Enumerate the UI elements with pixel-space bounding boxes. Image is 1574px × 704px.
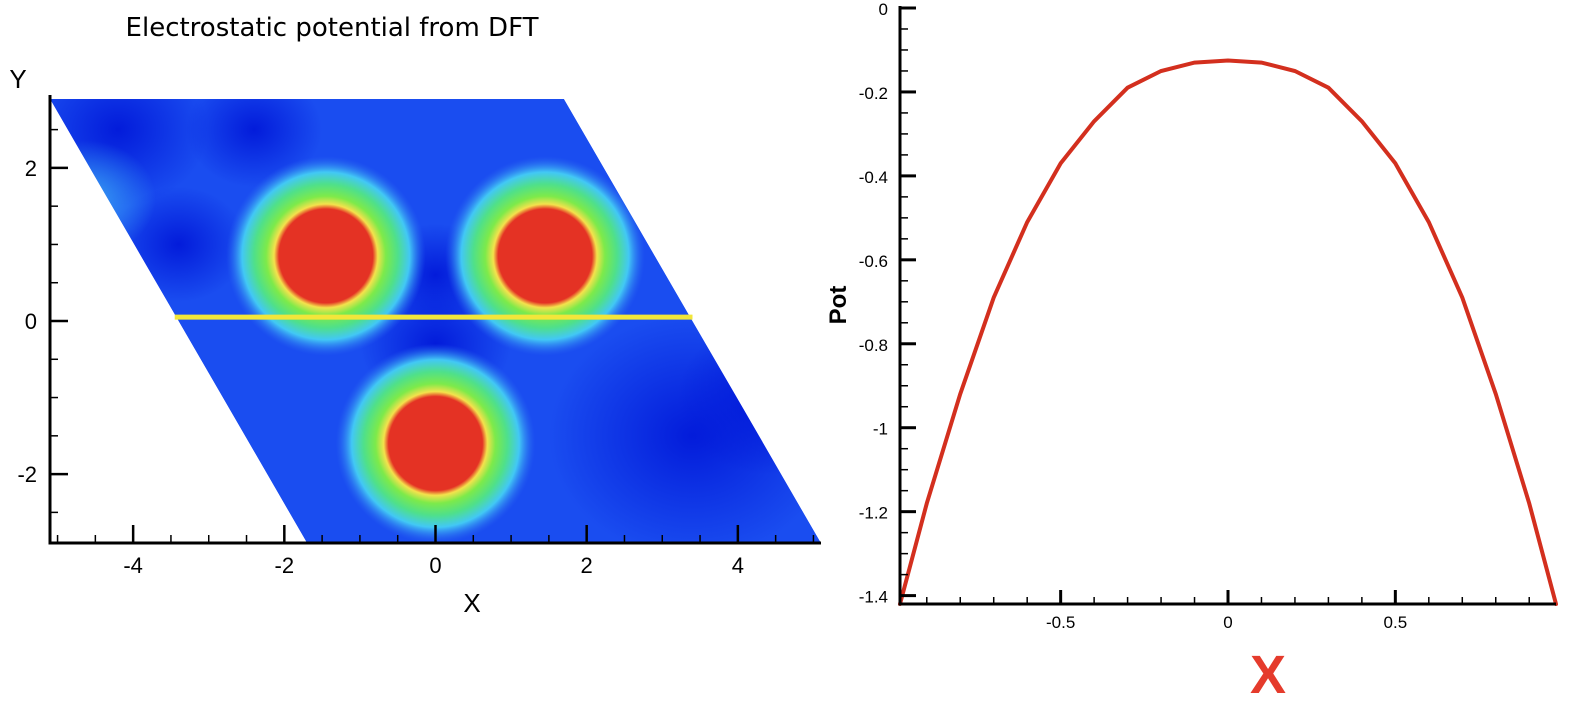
chart-title: Electrostatic potential from DFT [126, 13, 539, 43]
y-tick-label: -1 [873, 420, 888, 439]
x-tick-label: -0.5 [1046, 613, 1075, 632]
x-tick-label: 2 [581, 553, 593, 578]
y-tick-label: -0.6 [859, 252, 888, 271]
y-tick-label: -0.4 [859, 168, 888, 187]
y-tick-label: -1.4 [859, 588, 888, 607]
heatmap-feature [186, 99, 323, 188]
y-tick-label: 2 [25, 156, 37, 181]
x-tick-label: 0 [1223, 613, 1232, 632]
line-chart: -0.5 0 0.5 0 -0.2 -0.4 -0.6 -0.8 -1 -1.2 -1.4 Pot… [825, 0, 1558, 704]
y-axis-title: Y [9, 64, 26, 94]
heatmap-chart: Electrostatic potential from DFT -4 -2 0 2 4… [9, 13, 821, 618]
x-axis-title: X [463, 588, 480, 618]
x-tick-label: 0 [429, 553, 441, 578]
x-tick-label: 4 [732, 553, 744, 578]
x-ticks: -4 -2 0 2 4 [56, 525, 815, 578]
y-tick-label: 0 [879, 0, 888, 19]
atom-hotspots [226, 156, 645, 543]
y-ticks: 0 -0.2 -0.4 -0.6 -0.8 -1 -1.2 -1.4 [859, 0, 916, 607]
y-ticks: 2 0 -2 [17, 128, 68, 514]
potential-series-line [898, 58, 1558, 606]
x-tick-label: -2 [275, 553, 295, 578]
x-tick-label: -4 [123, 553, 143, 578]
x-axis-title: X [1250, 645, 1286, 704]
heatmap-feature [677, 320, 821, 475]
heatmap-feature [50, 140, 156, 257]
y-axis-title: Pot [825, 286, 852, 325]
heatmap-area [50, 99, 821, 543]
atom-hotspot [226, 156, 426, 356]
y-tick-label: -1.2 [859, 504, 888, 523]
x-ticks: -0.5 0 0.5 [926, 590, 1530, 632]
x-tick-label: 0.5 [1384, 613, 1408, 632]
y-tick-label: -2 [17, 462, 37, 487]
y-tick-label: -0.2 [859, 84, 888, 103]
y-tick-label: -0.8 [859, 336, 888, 355]
atom-hotspot [335, 343, 536, 543]
y-tick-label: 0 [25, 309, 37, 334]
atom-hotspot [445, 156, 645, 356]
